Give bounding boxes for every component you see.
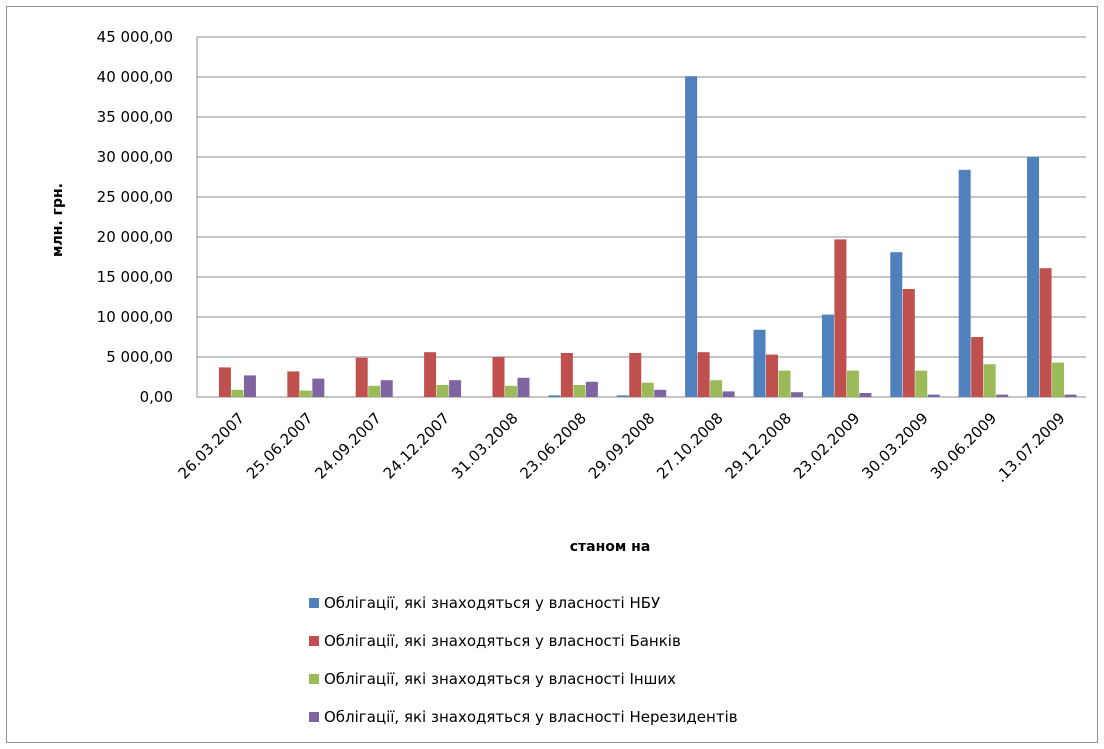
x-tick-label: 23.02.2009 (790, 409, 863, 482)
x-tick-label: 30.03.2009 (858, 409, 931, 482)
bar-1-29.12.2008 (753, 329, 766, 397)
bar-4-24.09.2007 (380, 380, 393, 397)
y-tick-labels: 0,00 5 000,00 10 000,00 15 000,00 20 000,00 2… (97, 28, 173, 406)
bar-2-23.02.2009 (834, 239, 847, 397)
y-tick-label: 10 000,00 (97, 308, 173, 326)
legend-label: Облігації, які знаходяться у власності Б… (324, 632, 681, 650)
bar-4-26.03.2007 (243, 375, 256, 397)
bar-2-26.03.2007 (218, 367, 231, 397)
legend: Облігації, які знаходяться у власності Н… (309, 594, 738, 726)
legend-label: Облігації, які знаходяться у власності Н… (324, 708, 738, 726)
y-tick-label: 45 000,00 (97, 28, 173, 46)
x-tick-label: 24.12.2007 (380, 409, 453, 482)
x-tick-label: 24.09.2007 (311, 409, 384, 482)
bar-1-13.07.2009 (1027, 157, 1040, 397)
bar-4-23.02.2009 (859, 393, 872, 397)
bar-1-27.10.2008 (685, 76, 698, 397)
y-tick-label: 5 000,00 (106, 348, 173, 366)
y-tick-label: 25 000,00 (97, 188, 173, 206)
legend-label: Облігації, які знаходяться у власності І… (324, 670, 676, 688)
x-tick-label: 23.06.2008 (516, 409, 589, 482)
bar-4-25.06.2007 (312, 378, 325, 397)
bar-4-24.12.2007 (449, 380, 462, 397)
bar-3-25.06.2007 (299, 390, 312, 397)
x-tick-label: 30.06.2009 (927, 409, 1000, 482)
bar-1-23.02.2009 (821, 314, 834, 397)
bar-3-23.06.2008 (573, 385, 586, 397)
bar-2-31.03.2008 (492, 357, 505, 397)
y-tick-label: 35 000,00 (97, 108, 173, 126)
bar-2-25.06.2007 (287, 371, 300, 397)
bar-3-24.12.2007 (436, 385, 449, 397)
x-tick-labels: 26.03.200725.06.200724.09.200724.12.2007… (175, 409, 1069, 486)
bar-4-31.03.2008 (517, 377, 530, 397)
y-tick-label: 15 000,00 (97, 268, 173, 286)
bar-2-13.07.2009 (1039, 268, 1052, 397)
bar-3-31.03.2008 (504, 385, 517, 397)
bar-4-29.12.2008 (791, 392, 804, 397)
bar-3-30.06.2009 (983, 364, 996, 397)
legend-swatch (309, 674, 319, 684)
legend-label: Облігації, які знаходяться у власності Н… (324, 594, 660, 612)
x-tick-label: 25.06.2007 (243, 409, 316, 482)
bar-3-29.12.2008 (778, 370, 791, 397)
x-tick-label: 29.12.2008 (722, 409, 795, 482)
x-tick-label: .13.07.2009 (992, 409, 1069, 486)
gridlines (196, 36, 1086, 398)
bar-3-27.10.2008 (710, 380, 723, 397)
legend-swatch (309, 636, 319, 646)
bar-2-23.06.2008 (560, 353, 573, 397)
y-axis-title: млн. грн. (50, 183, 66, 257)
bar-2-29.12.2008 (766, 354, 779, 397)
bar-3-29.09.2008 (641, 382, 654, 397)
x-axis-title: станом на (570, 539, 651, 555)
y-tick-label: 40 000,00 (97, 68, 173, 86)
bar-4-30.06.2009 (996, 394, 1009, 397)
legend-swatch (309, 712, 319, 722)
bar-3-23.02.2009 (846, 370, 859, 397)
x-tick-label: 29.09.2008 (585, 409, 658, 482)
legend-swatch (309, 598, 319, 608)
bar-2-30.06.2009 (971, 337, 984, 397)
bar-4-13.07.2009 (1064, 394, 1077, 397)
bar-1-23.06.2008 (548, 395, 561, 397)
bar-3-24.09.2007 (368, 385, 381, 397)
bar-4-27.10.2008 (722, 391, 735, 397)
bars (218, 76, 1077, 397)
bar-3-13.07.2009 (1052, 362, 1065, 397)
y-tick-label: 0,00 (140, 388, 173, 406)
bar-3-30.03.2009 (915, 370, 928, 397)
x-tick-label: 27.10.2008 (653, 409, 726, 482)
y-tick-label: 30 000,00 (97, 148, 173, 166)
bar-2-29.09.2008 (629, 353, 642, 397)
y-tick-label: 20 000,00 (97, 228, 173, 246)
bar-1-30.03.2009 (890, 252, 903, 397)
bar-2-30.03.2009 (902, 289, 915, 397)
bar-1-30.06.2009 (958, 169, 971, 397)
bar-3-26.03.2007 (231, 389, 244, 397)
bar-4-23.06.2008 (585, 381, 598, 397)
bar-2-24.12.2007 (424, 352, 437, 397)
bar-2-27.10.2008 (697, 352, 710, 397)
bar-4-29.09.2008 (654, 389, 667, 397)
x-tick-label: 31.03.2008 (448, 409, 521, 482)
bar-4-30.03.2009 (927, 394, 940, 397)
bar-2-24.09.2007 (355, 357, 368, 397)
x-tick-label: 26.03.2007 (175, 409, 248, 482)
bar-1-29.09.2008 (616, 395, 629, 397)
